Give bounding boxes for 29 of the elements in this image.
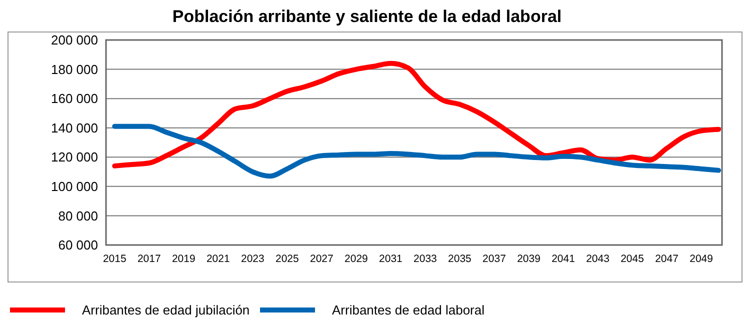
x-tick-label: 2017 (137, 253, 161, 265)
x-tick-label: 2037 (482, 253, 506, 265)
x-tick-label: 2041 (552, 253, 576, 265)
x-tick-label: 2023 (240, 253, 265, 265)
x-tick-label: 2045 (620, 253, 644, 265)
x-tick-label: 2035 (448, 253, 472, 265)
y-tick-label: 120 000 (51, 150, 98, 165)
x-tick-label: 2043 (586, 253, 610, 265)
x-tick-label: 2049 (690, 253, 714, 265)
x-tick-label: 2025 (275, 253, 300, 265)
x-tick-label: 2027 (310, 253, 334, 265)
x-tick-label: 2033 (414, 253, 438, 265)
x-tick-label: 2039 (517, 253, 541, 265)
y-tick-label: 160 000 (51, 91, 98, 106)
y-tick-label: 200 000 (51, 32, 98, 48)
chart-title: Población arribante y saliente de la edad laboral (172, 7, 562, 26)
legend-label: Arribantes de edad laboral (332, 302, 485, 318)
x-tick-label: 2021 (206, 253, 230, 265)
x-tick-label: 2031 (379, 253, 403, 265)
x-tick-label: 2015 (102, 253, 126, 265)
y-tick-label: 180 000 (51, 62, 98, 77)
y-tick-label: 60 000 (58, 238, 98, 253)
y-tick-label: 140 000 (51, 120, 98, 136)
x-tick-label: 2047 (655, 253, 679, 265)
y-tick-label: 100 000 (51, 178, 98, 194)
x-tick-label: 2019 (172, 253, 196, 265)
y-tick-label: 80 000 (58, 208, 98, 224)
legend-label: Arribantes de edad jubilación (82, 302, 250, 318)
x-tick-label: 2029 (344, 253, 368, 265)
